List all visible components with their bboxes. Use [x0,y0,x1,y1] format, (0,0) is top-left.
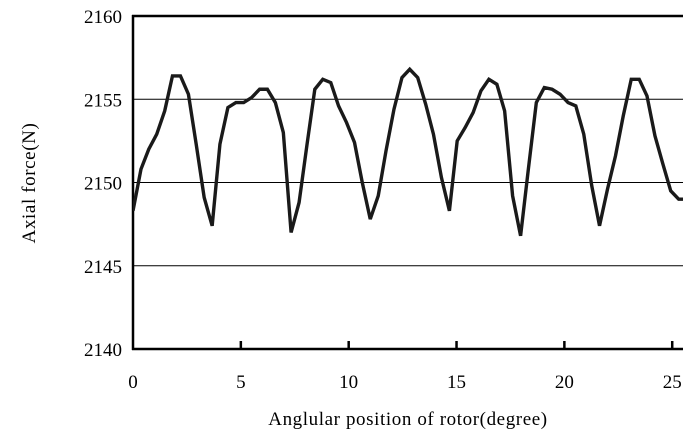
x-tick-label-25: 25 [663,372,682,393]
x-tick-label-20: 20 [555,372,574,393]
x-ticks: 0 5 10 15 20 25 [128,341,682,393]
plot-frame [131,14,683,351]
x-tick-label-15: 15 [447,372,466,393]
y-tick-label-2150: 2150 [84,174,122,195]
y-tick-label-2155: 2155 [84,90,122,111]
y-tick-label-2140: 2140 [84,340,122,361]
axis-titles: Anglular position of rotor(degree) Axial… [19,123,547,430]
series-line-0 [133,66,683,237]
x-tick-label-10: 10 [339,372,358,393]
y-axis-title: Axial force(N) [19,123,40,244]
series-group [133,66,683,237]
y-tick-label-2160: 2160 [84,7,122,28]
x-tick-label-5: 5 [236,372,246,393]
x-tick-label-0: 0 [128,372,138,393]
y-ticks: 2140 2145 2150 2155 2160 [84,7,122,361]
y-tick-label-2145: 2145 [84,257,122,278]
x-axis-title: Anglular position of rotor(degree) [268,409,547,430]
